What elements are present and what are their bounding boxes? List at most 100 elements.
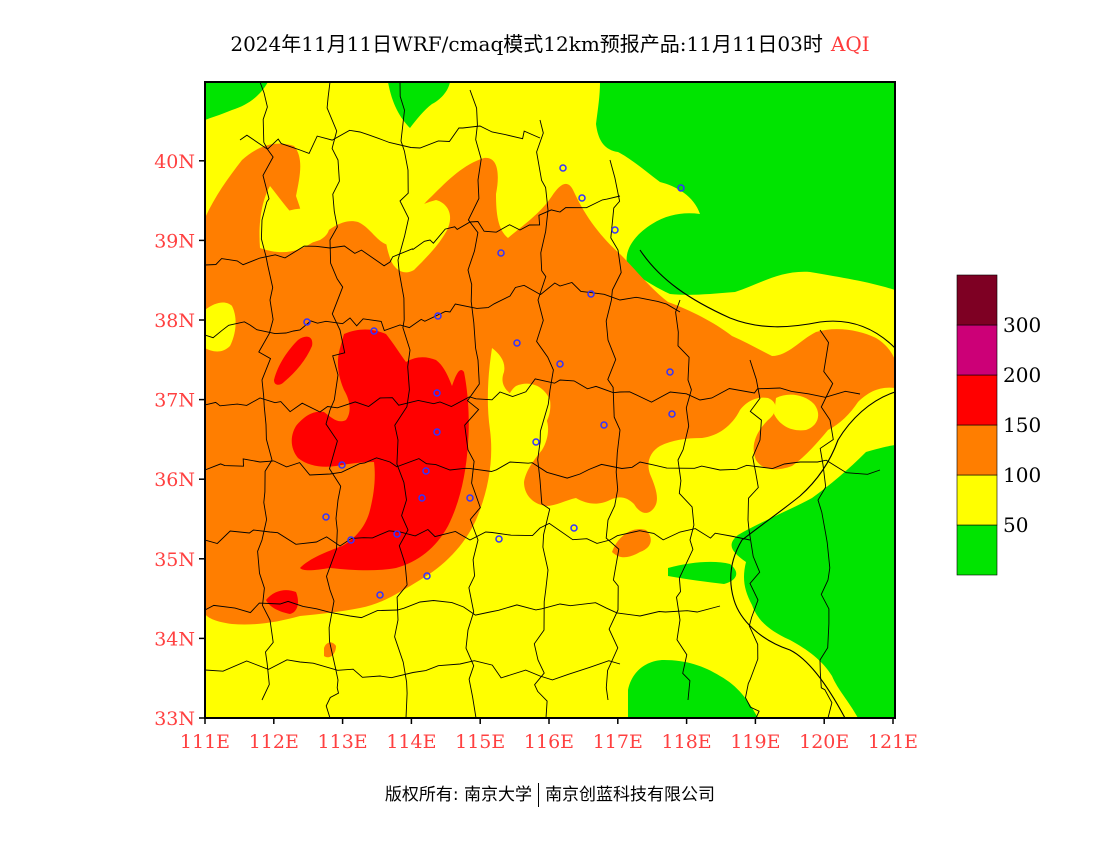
lon-tick-label: 114E [386, 731, 436, 753]
station-marker [668, 410, 676, 418]
station-marker [433, 428, 441, 436]
lon-tick-label: 111E [180, 731, 230, 753]
lon-tick-label: 121E [868, 731, 918, 753]
map-title: 2024年11月11日WRF/cmaq模式12km预报产品:11月11日03时 A… [0, 28, 1100, 57]
station-marker [587, 290, 595, 298]
station-marker [433, 389, 441, 397]
station-marker [611, 226, 619, 234]
boundary-line [745, 359, 762, 718]
legend-label: 100 [1003, 463, 1041, 487]
station-marker [370, 327, 378, 335]
boundary-line [464, 89, 482, 718]
legend-label: 150 [1003, 413, 1041, 437]
boundary-line [605, 159, 622, 701]
sensitive-region-southeast-patch [612, 529, 651, 558]
color-legend: 50 100 150 200 300 [956, 274, 1041, 576]
station-marker [422, 467, 430, 475]
station-marker [513, 339, 521, 347]
legend-color-box [956, 424, 998, 476]
station-marker [466, 494, 474, 502]
moderate-enclave-north [268, 208, 330, 245]
boundary-line [325, 82, 346, 718]
good-region-coastal-strip [668, 561, 737, 584]
boundary-line [205, 659, 621, 681]
admin-boundaries [205, 82, 895, 718]
legend-color-box [956, 324, 998, 376]
station-marker [303, 318, 311, 326]
title-variable: AQI [830, 32, 870, 56]
lat-tick-label: 38N [154, 310, 195, 332]
moderate-enclave-shandong [774, 394, 819, 431]
copyright-footer: 版权所有: 南京大学 南京创蓝科技有限公司 [0, 780, 1100, 807]
station-marker [570, 524, 578, 532]
good-region-northeast [596, 82, 895, 295]
moderate-enclave-east [507, 383, 551, 435]
station-marker [559, 164, 567, 172]
lon-tick-label: 112E [249, 731, 299, 753]
boundary-line [205, 457, 881, 479]
lon-tick-label: 113E [318, 731, 368, 753]
lat-tick-label: 34N [154, 628, 195, 650]
boundary-line [675, 299, 695, 701]
legend-color-box [956, 374, 998, 426]
copyright-company: 南京创蓝科技有限公司 [545, 785, 716, 805]
lat-tick-label: 33N [154, 708, 195, 730]
station-marker [497, 249, 505, 257]
legend-label: 300 [1003, 313, 1041, 337]
unhealthy-region-southwest [266, 590, 298, 614]
station-marker [434, 312, 442, 320]
boundary-line [205, 378, 861, 413]
lon-tick-label: 116E [524, 731, 574, 753]
unhealthy-region-core [291, 329, 469, 571]
legend-color-box [956, 524, 998, 576]
moderate-enclave-west [205, 302, 236, 352]
station-marker [418, 494, 426, 502]
station-markers [303, 164, 685, 599]
boundary-line [239, 125, 541, 154]
station-marker [556, 360, 564, 368]
good-region-east [731, 445, 895, 718]
station-marker [578, 194, 586, 202]
legend-label: 50 [1003, 513, 1028, 537]
legend-color-box [956, 274, 998, 326]
station-marker [423, 572, 431, 580]
lat-tick-label: 40N [154, 151, 195, 173]
boundary-line [205, 281, 681, 339]
lon-tick-label: 115E [455, 731, 505, 753]
moderate-enclave-taihang [385, 200, 451, 273]
coastline-yellow-sea [730, 391, 895, 718]
lon-tick-label: 117E [593, 731, 643, 753]
axes: 33N 34N 35N 36N 37N 38N 39N 40N 111E 112E 113E 114E… [154, 151, 918, 753]
boundary-line [205, 195, 621, 267]
station-marker [677, 184, 685, 192]
lat-tick-label: 36N [154, 469, 195, 491]
station-marker [532, 438, 540, 446]
boundary-line [533, 119, 554, 718]
station-marker [338, 461, 346, 469]
station-marker [495, 535, 503, 543]
boundary-line [257, 82, 274, 701]
boundary-line [205, 600, 721, 619]
station-marker [393, 530, 401, 538]
legend-color-box [956, 474, 998, 526]
lat-tick-label: 37N [154, 390, 195, 412]
copyright-separator [538, 783, 540, 807]
lat-tick-label: 35N [154, 549, 195, 571]
station-marker [666, 368, 674, 376]
station-marker [322, 513, 330, 521]
coastline-bohai [639, 249, 895, 349]
lat-tick-label: 39N [154, 230, 195, 252]
boundary-line [817, 329, 834, 718]
station-marker [600, 421, 608, 429]
boundary-line [205, 522, 751, 547]
station-marker [376, 591, 384, 599]
good-region-southeast [628, 660, 758, 718]
boundary-line [394, 82, 411, 718]
title-main: 2024年11月11日WRF/cmaq模式12km预报产品:11月11日03时 [230, 32, 823, 56]
copyright-owner: 版权所有: 南京大学 [384, 785, 533, 805]
station-marker [347, 536, 355, 544]
aqi-field [205, 82, 895, 718]
lon-tick-label: 119E [730, 731, 780, 753]
legend-label: 200 [1003, 363, 1041, 387]
